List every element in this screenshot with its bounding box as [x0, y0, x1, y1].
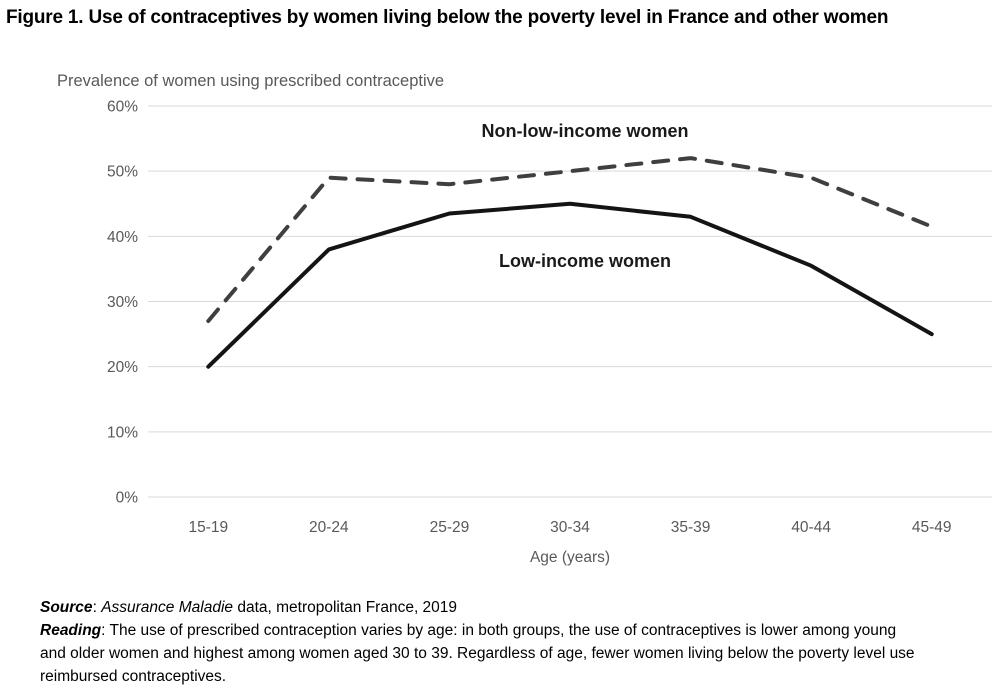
y-tick-label: 30% [107, 294, 138, 311]
series-label-non-low-income: Non-low-income women [482, 121, 689, 141]
series-line-low-income [206, 201, 934, 369]
source-note: Source: Assurance Maladie data, metropol… [40, 597, 920, 620]
x-tick-label: 45-49 [912, 519, 952, 536]
y-tick-label: 60% [107, 99, 138, 116]
source-dataset: Assurance Maladie [101, 599, 234, 616]
y-tick-label: 50% [107, 164, 138, 181]
reading-label: Reading [40, 621, 102, 639]
figure-title: Figure 1. Use of contraceptives by women… [6, 7, 889, 28]
series-line-non-low-income [206, 156, 934, 323]
x-axis-title: Age (years) [530, 549, 610, 566]
reading-text: : The use of prescribed contraception va… [40, 621, 915, 685]
series-label-low-income: Low-income women [499, 251, 671, 271]
source-sep: : [92, 599, 102, 616]
line-chart: Prevalence of women using prescribed con… [0, 60, 1005, 585]
chart-canvas: Prevalence of women using prescribed con… [57, 72, 992, 566]
source-label: Source [40, 599, 93, 616]
x-tick-label: 20-24 [309, 519, 349, 536]
source-rest: data, metropolitan France, 2019 [233, 599, 458, 616]
y-tick-label: 0% [116, 490, 139, 507]
x-tick-label: 30-34 [550, 519, 590, 536]
reading-note: Reading: The use of prescribed contracep… [40, 620, 920, 689]
x-tick-label: 40-44 [791, 519, 831, 536]
figure-notes: Source: Assurance Maladie data, metropol… [40, 597, 920, 689]
y-tick-label: 40% [107, 229, 138, 246]
y-tick-label: 10% [107, 424, 138, 441]
x-tick-label: 25-29 [430, 519, 470, 536]
y-tick-label: 20% [107, 359, 138, 376]
x-tick-label: 35-39 [671, 519, 711, 536]
y-axis-title: Prevalence of women using prescribed con… [57, 72, 444, 90]
x-tick-label: 15-19 [188, 519, 228, 536]
